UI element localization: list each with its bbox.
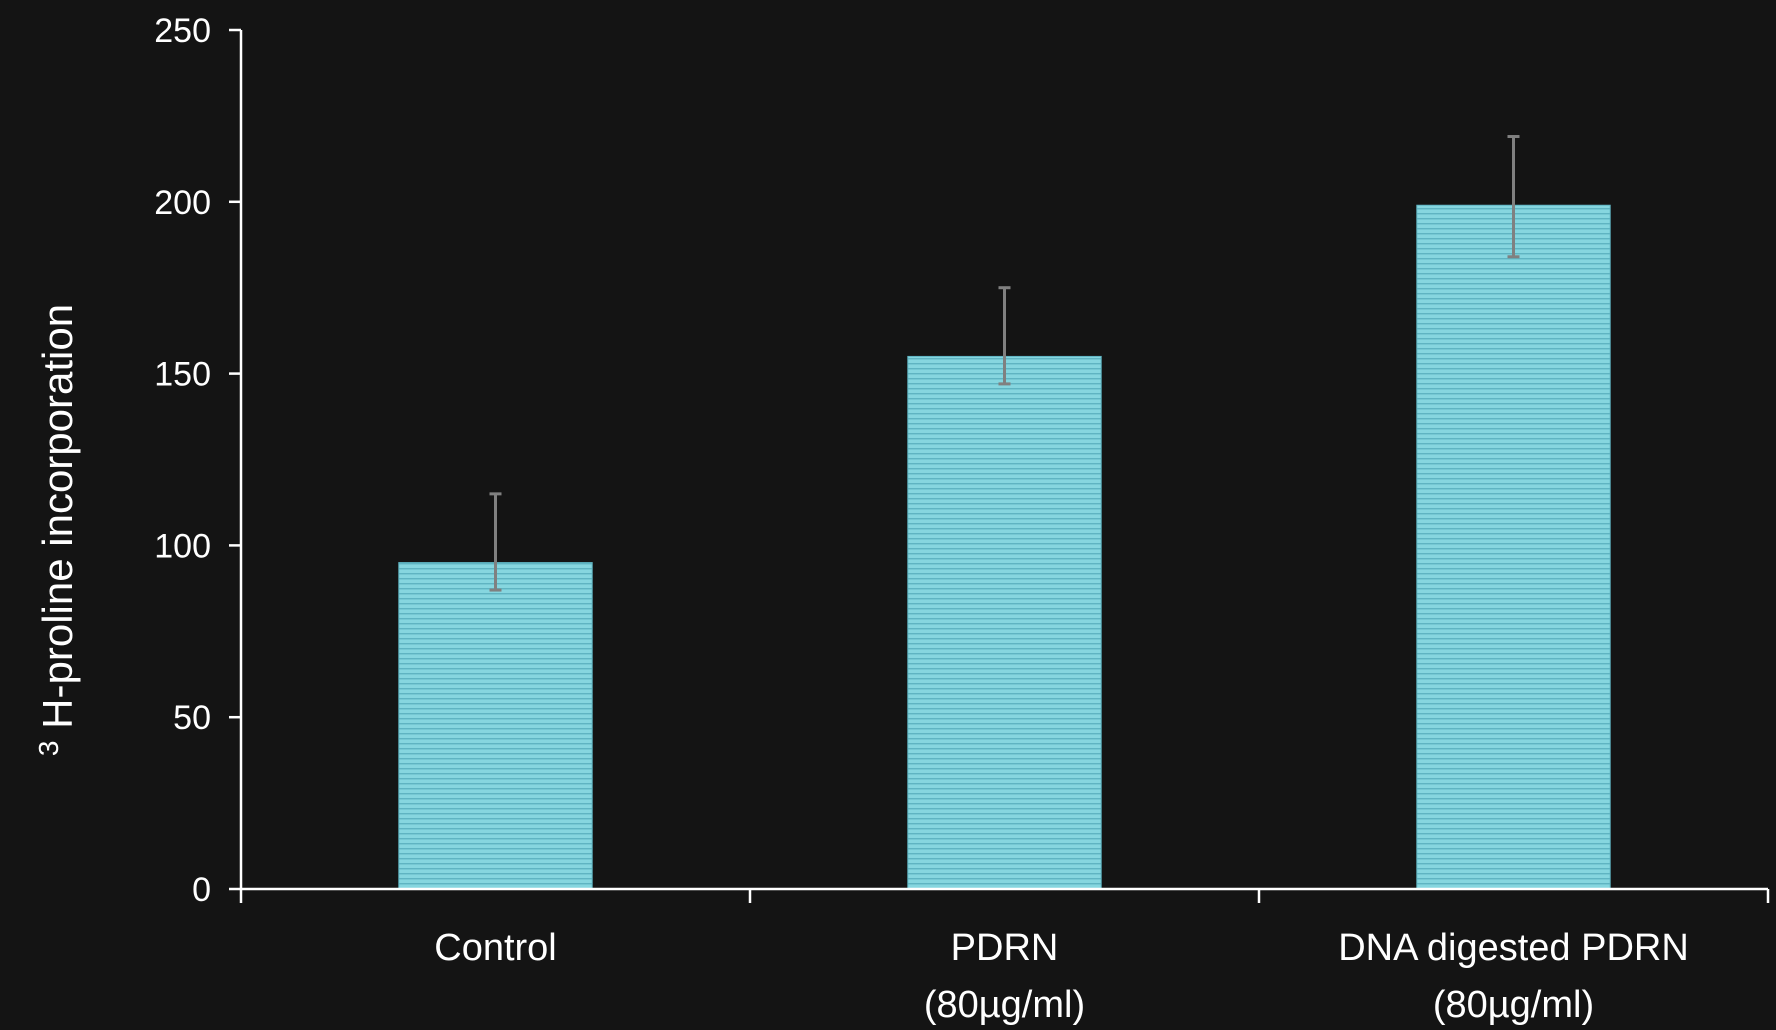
error-bar-2 <box>1507 135 1520 259</box>
y-tick-label-0: 0 <box>192 871 211 909</box>
x-category-label-line-2-0: DNA digested PDRN <box>1338 927 1689 969</box>
y-axis-title: 3 H-proline incorporation <box>20 304 81 756</box>
bar-1 <box>907 355 1102 890</box>
bar-2 <box>1416 204 1611 890</box>
y-tick-label-2: 100 <box>154 527 211 565</box>
x-category-label-1: PDRN (80µg/ml) <box>924 927 1085 1025</box>
y-tick-label-4: 200 <box>154 184 211 222</box>
error-bar-0 <box>489 492 502 592</box>
y-axis-title-text: H-proline incorporation <box>34 304 81 729</box>
x-category-label-2: DNA digested PDRN (80µg/ml) <box>1338 927 1689 1025</box>
axes-layer <box>229 28 1770 903</box>
bar-0 <box>398 562 593 890</box>
y-tick-label-1: 50 <box>173 699 211 737</box>
x-category-label-line-1-1: (80µg/ml) <box>924 984 1085 1025</box>
bars-layer <box>398 135 1611 890</box>
x-category-label-line-0-0: Control <box>434 927 557 969</box>
x-category-label-0: Control <box>434 927 557 969</box>
y-tick-label-3: 150 <box>154 356 211 394</box>
y-tick-label-5: 250 <box>154 12 211 50</box>
y-axis-title-superscript: 3 <box>33 740 64 756</box>
x-category-label-line-1-0: PDRN <box>951 927 1059 969</box>
error-bar-1 <box>998 286 1011 386</box>
x-category-label-line-2-1: (80µg/ml) <box>1433 984 1594 1025</box>
